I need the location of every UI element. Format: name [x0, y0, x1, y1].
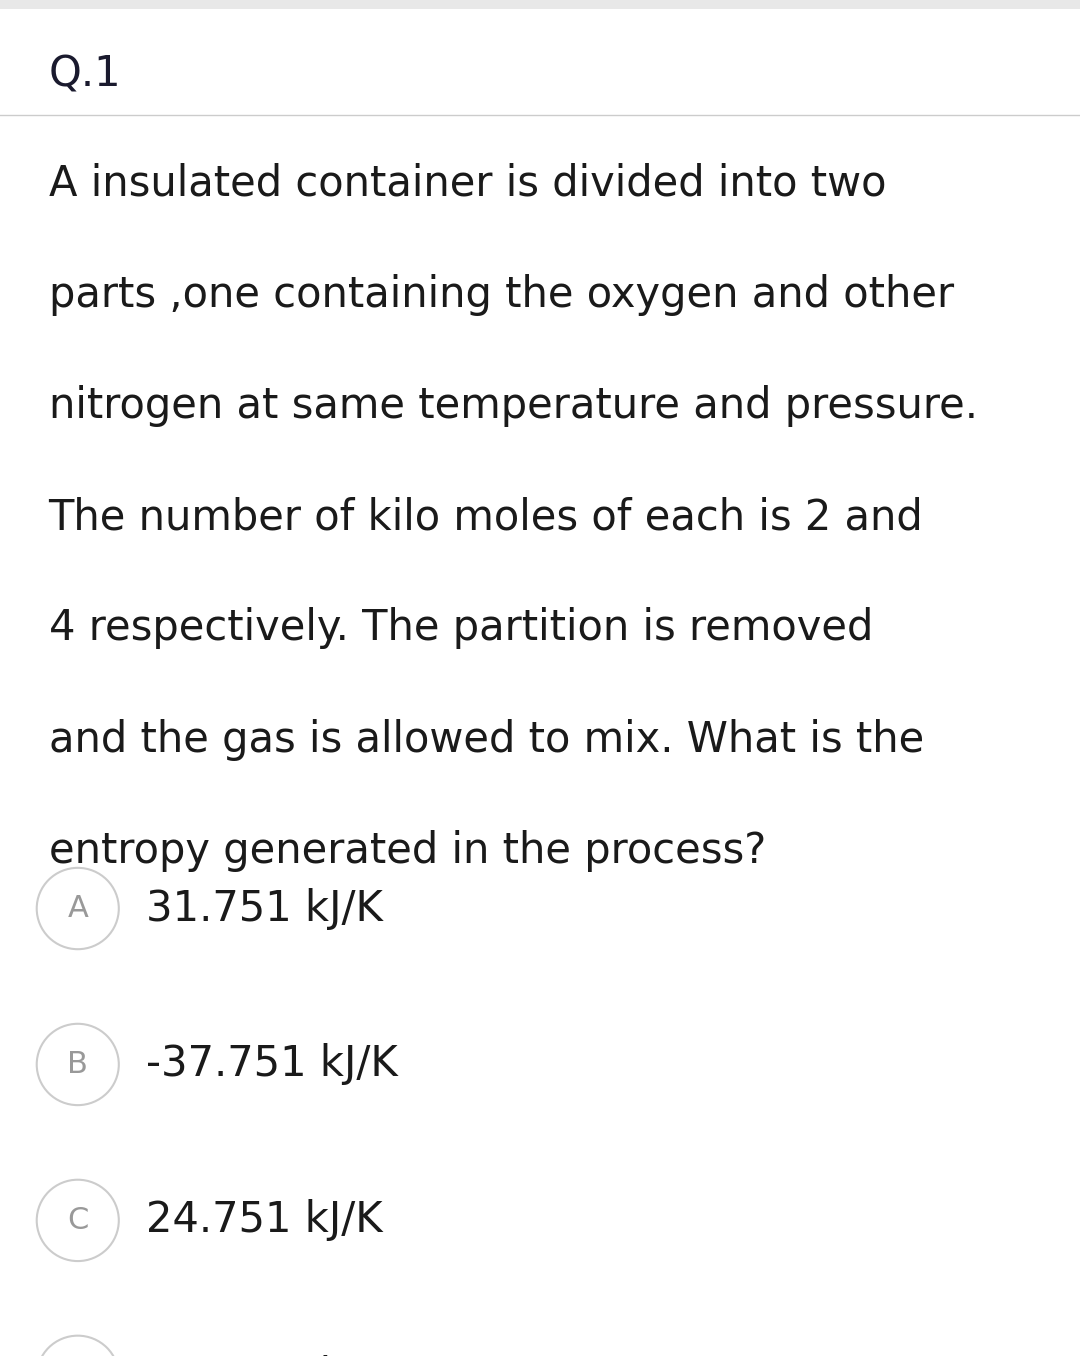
Text: 31.751 kJ/K: 31.751 kJ/K [146, 888, 382, 929]
Text: nitrogen at same temperature and pressure.: nitrogen at same temperature and pressur… [49, 385, 977, 427]
Text: -37.751 kJ/K: -37.751 kJ/K [146, 1044, 397, 1085]
Ellipse shape [37, 1336, 119, 1356]
Text: parts ,one containing the oxygen and other: parts ,one containing the oxygen and oth… [49, 274, 954, 316]
Text: entropy generated in the process?: entropy generated in the process? [49, 830, 766, 872]
Text: 24.751 kJ/K: 24.751 kJ/K [146, 1200, 382, 1241]
Text: C: C [67, 1205, 89, 1235]
Text: The number of kilo moles of each is 2 and: The number of kilo moles of each is 2 an… [49, 496, 923, 538]
Ellipse shape [37, 1180, 119, 1261]
Text: B: B [67, 1050, 89, 1079]
Text: A insulated container is divided into two: A insulated container is divided into tw… [49, 163, 886, 205]
Ellipse shape [37, 868, 119, 949]
Text: Q.1: Q.1 [49, 54, 121, 95]
Text: A: A [67, 894, 89, 923]
Text: and the gas is allowed to mix. What is the: and the gas is allowed to mix. What is t… [49, 719, 923, 761]
Text: 4 respectively. The partition is removed: 4 respectively. The partition is removed [49, 607, 873, 650]
Ellipse shape [37, 1024, 119, 1105]
Bar [0, 0, 1080, 9]
